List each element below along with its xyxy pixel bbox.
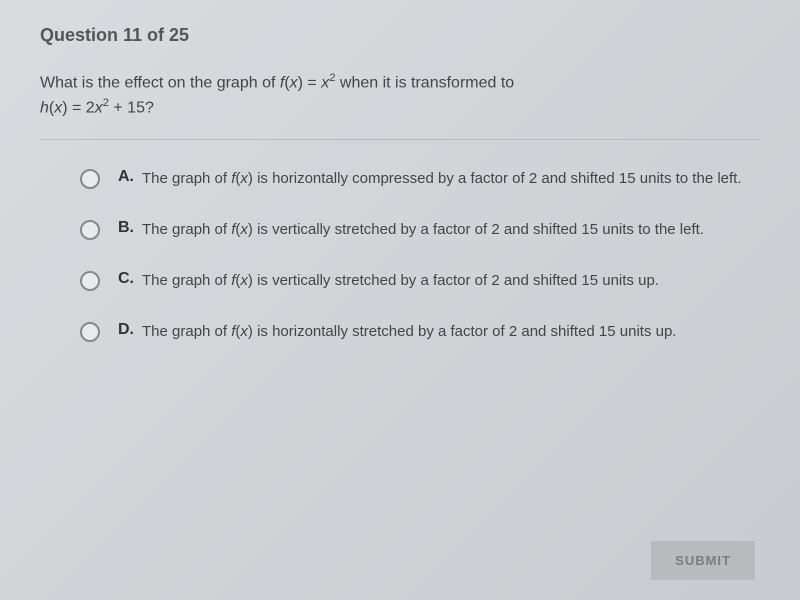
opt-b-pre: The graph of bbox=[142, 221, 231, 238]
radio-b[interactable] bbox=[80, 220, 100, 240]
option-c-content: C. The graph of f(x) is vertically stret… bbox=[118, 270, 760, 291]
option-b-text: The graph of f(x) is vertically stretche… bbox=[142, 219, 704, 240]
submit-button[interactable]: SUBMIT bbox=[651, 541, 755, 580]
q-h: h bbox=[40, 100, 49, 117]
opt-b-f: f bbox=[231, 221, 235, 238]
q-text-1: What is the effect on the graph of bbox=[40, 74, 280, 91]
option-a-letter: A. bbox=[118, 168, 134, 186]
q-plus15: + 15? bbox=[109, 100, 154, 117]
option-b[interactable]: B. The graph of f(x) is vertically stret… bbox=[80, 219, 760, 240]
opt-a-x: x bbox=[240, 170, 248, 187]
option-d-content: D. The graph of f(x) is horizontally str… bbox=[118, 321, 760, 342]
option-a-text: The graph of f(x) is horizontally compre… bbox=[142, 168, 742, 189]
q-eq2: ) = 2 bbox=[62, 100, 94, 117]
option-b-letter: B. bbox=[118, 219, 134, 237]
opt-d-x: x bbox=[240, 323, 248, 340]
option-d-letter: D. bbox=[118, 321, 134, 339]
opt-b-post: ) is vertically stretched by a factor of… bbox=[248, 221, 704, 238]
divider bbox=[40, 139, 760, 140]
radio-a[interactable] bbox=[80, 169, 100, 189]
opt-a-f: f bbox=[231, 170, 235, 187]
option-a[interactable]: A. The graph of f(x) is horizontally com… bbox=[80, 168, 760, 189]
q-text-2: when it is transformed to bbox=[335, 74, 514, 91]
radio-c[interactable] bbox=[80, 271, 100, 291]
opt-d-pre: The graph of bbox=[142, 323, 231, 340]
opt-d-post: ) is horizontally stretched by a factor … bbox=[248, 323, 677, 340]
opt-c-x: x bbox=[240, 272, 248, 289]
opt-a-post: ) is horizontally compressed by a factor… bbox=[248, 170, 742, 187]
option-a-content: A. The graph of f(x) is horizontally com… bbox=[118, 168, 760, 189]
radio-d[interactable] bbox=[80, 322, 100, 342]
option-c[interactable]: C. The graph of f(x) is vertically stret… bbox=[80, 270, 760, 291]
question-counter: Question 11 of 25 bbox=[40, 25, 760, 46]
option-b-content: B. The graph of f(x) is vertically stret… bbox=[118, 219, 760, 240]
opt-b-x: x bbox=[240, 221, 248, 238]
option-c-text: The graph of f(x) is vertically stretche… bbox=[142, 270, 659, 291]
opt-d-f: f bbox=[231, 323, 235, 340]
q-xbase2: x bbox=[95, 100, 103, 117]
options-list: A. The graph of f(x) is horizontally com… bbox=[40, 168, 760, 342]
question-prompt: What is the effect on the graph of f(x) … bbox=[40, 70, 760, 121]
option-d[interactable]: D. The graph of f(x) is horizontally str… bbox=[80, 321, 760, 342]
opt-c-post: ) is vertically stretched by a factor of… bbox=[248, 272, 659, 289]
option-c-letter: C. bbox=[118, 270, 134, 288]
q-x1: x bbox=[290, 74, 298, 91]
opt-c-f: f bbox=[231, 272, 235, 289]
opt-c-pre: The graph of bbox=[142, 272, 231, 289]
q-xbase: x bbox=[321, 74, 329, 91]
option-d-text: The graph of f(x) is horizontally stretc… bbox=[142, 321, 676, 342]
opt-a-pre: The graph of bbox=[142, 170, 231, 187]
q-eq1: ) = bbox=[298, 74, 322, 91]
